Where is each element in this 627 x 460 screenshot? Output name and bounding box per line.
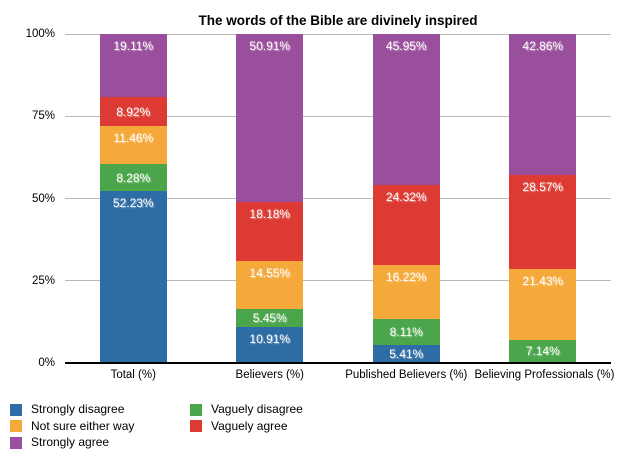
x-axis-label: Believers (%) [235, 369, 304, 381]
bar-segment-strongly-disagree: 5.41% [372, 345, 440, 363]
legend-item-vaguely-agree: Vaguely agree [190, 418, 288, 433]
segment-value-label: 18.18% [249, 206, 291, 221]
segment-value-label: 8.28% [116, 170, 151, 185]
x-axis-label: Total (%) [110, 369, 156, 381]
segment-value-label: 5.45% [252, 311, 287, 326]
legend-label: Strongly agree [31, 435, 110, 449]
y-tick-label: 50% [31, 192, 55, 205]
legend-label: Vaguely disagree [211, 402, 303, 416]
y-tick-label: 100% [25, 28, 55, 40]
x-axis-label: Published Believers (%) [345, 369, 468, 381]
segment-value-label: 14.55% [249, 266, 291, 281]
legend-item-vaguely-disagree: Vaguely disagree [190, 403, 303, 416]
bar-segment-strongly-agree: 45.95% [372, 33, 440, 186]
bar-segment-strongly-agree: 19.11% [99, 34, 167, 97]
bar-segment-vaguely-disagree: 7.14% [509, 339, 577, 363]
bar-segment-not-sure-either-way: 11.46% [99, 126, 167, 164]
segment-value-label: 8.11% [389, 324, 423, 339]
segment-value-label: 52.23% [112, 196, 154, 211]
y-tick-label: 25% [31, 274, 55, 287]
legend-label: Strongly disagree [31, 402, 125, 416]
x-axis-line [65, 362, 611, 364]
bar-column-4: 7.14% 21.43% 28.57% 42.86% [509, 34, 577, 363]
y-tick-label: 0% [38, 357, 55, 369]
bar-segment-not-sure-either-way: 16.22% [372, 265, 440, 319]
segment-value-label: 45.95% [385, 38, 427, 53]
bar-segment-vaguely-disagree: 5.45% [236, 309, 304, 328]
gridline [65, 198, 611, 199]
segment-value-label: 19.11% [113, 39, 154, 54]
segment-value-label: 7.14% [525, 344, 560, 359]
bar-column-1: 52.23% 8.28% 11.46% 8.92% 19.11% [99, 34, 167, 363]
segment-value-label: 10.91% [249, 332, 291, 347]
bar-segment-vaguely-agree: 28.57% [509, 175, 577, 270]
plot-area: 52.23% 8.28% 11.46% 8.92% 19.11% 10.91% 5.45% 1… [65, 33, 611, 364]
legend-swatch [10, 403, 22, 416]
legend-swatch [190, 403, 202, 416]
legend-item-strongly-disagree: Strongly disagree [10, 403, 124, 416]
segment-value-label: 21.43% [522, 274, 564, 289]
segment-value-label: 24.32% [385, 190, 427, 205]
segment-value-label: 11.46% [113, 131, 154, 146]
bar-segment-vaguely-agree: 18.18% [236, 201, 304, 262]
legend-item-strongly-agree: Strongly agree [10, 436, 109, 449]
segment-value-label: 16.22% [385, 270, 427, 285]
bar-segment-not-sure-either-way: 14.55% [236, 261, 304, 310]
bar-segment-strongly-disagree: 52.23% [99, 191, 167, 363]
gridline [65, 280, 611, 282]
segment-value-label: 42.86% [522, 39, 564, 54]
bar-segment-vaguely-agree: 24.32% [372, 185, 440, 266]
x-axis-label: Believing Professionals (%) [474, 369, 615, 381]
gridline [65, 115, 611, 117]
legend-swatch [10, 420, 22, 432]
segment-value-label: 28.57% [522, 180, 564, 195]
legend-swatch [190, 420, 202, 432]
gridline [65, 33, 611, 35]
bar-segment-strongly-agree: 42.86% [509, 34, 577, 176]
legend-item-not-sure-either-way: Not sure either way [10, 418, 135, 433]
segment-value-label: 8.92% [116, 104, 151, 119]
bar-column-2: 10.91% 5.45% 14.55% 18.18% 50.91% [236, 34, 304, 363]
chart-title: The words of the Bible are divinely insp… [198, 13, 478, 28]
bar-segment-not-sure-either-way: 21.43% [509, 269, 577, 340]
y-tick-label: 75% [31, 110, 55, 123]
segment-value-label: 5.41% [389, 347, 424, 362]
legend-swatch [10, 436, 22, 449]
bar-column-3: 5.41% 8.11% 16.22% 24.32% 45.95% [372, 33, 440, 363]
legend-label: Vaguely agree [211, 418, 288, 433]
segment-value-label: 50.91% [249, 39, 291, 54]
bar-segment-strongly-agree: 50.91% [236, 34, 304, 202]
bar-segment-vaguely-agree: 8.92% [99, 96, 167, 127]
bar-segment-strongly-disagree: 10.91% [236, 327, 304, 363]
bar-segment-vaguely-disagree: 8.11% [372, 318, 440, 346]
bar-segment-vaguely-disagree: 8.28% [99, 163, 167, 192]
legend-label: Not sure either way [31, 418, 135, 433]
